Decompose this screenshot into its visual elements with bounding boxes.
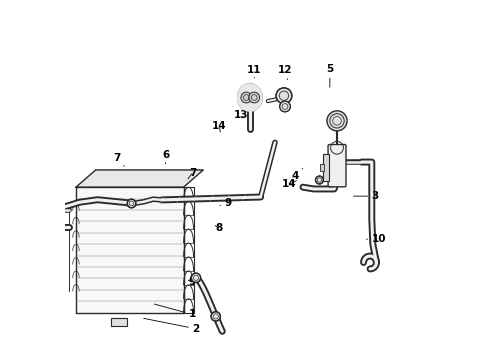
Text: 7: 7	[113, 153, 124, 166]
Circle shape	[324, 159, 327, 163]
Circle shape	[241, 92, 251, 103]
Text: 1: 1	[154, 304, 196, 319]
Text: 6: 6	[162, 150, 169, 164]
Text: 9: 9	[188, 277, 196, 287]
Text: 7: 7	[187, 168, 196, 179]
Circle shape	[127, 199, 136, 208]
Circle shape	[279, 101, 290, 112]
Text: 5: 5	[325, 64, 333, 87]
Circle shape	[115, 320, 119, 324]
Polygon shape	[237, 84, 262, 111]
Text: 2: 2	[143, 318, 199, 334]
FancyBboxPatch shape	[327, 144, 346, 187]
Polygon shape	[76, 170, 203, 187]
FancyBboxPatch shape	[323, 154, 329, 181]
Circle shape	[211, 312, 220, 321]
Circle shape	[248, 92, 259, 103]
Circle shape	[276, 88, 291, 104]
Text: 4: 4	[290, 168, 302, 181]
Text: 13: 13	[233, 111, 247, 121]
Text: 10: 10	[366, 234, 386, 244]
Circle shape	[315, 176, 323, 184]
Circle shape	[324, 172, 327, 176]
Circle shape	[47, 223, 57, 232]
Text: 3: 3	[353, 191, 378, 201]
Text: 14: 14	[212, 121, 226, 132]
Text: 12: 12	[278, 64, 292, 80]
FancyBboxPatch shape	[111, 318, 126, 326]
Text: 9: 9	[220, 198, 231, 208]
Text: 14: 14	[282, 179, 296, 189]
Text: 8: 8	[215, 224, 223, 233]
Circle shape	[191, 273, 200, 283]
Circle shape	[326, 111, 346, 131]
Polygon shape	[76, 187, 183, 313]
Circle shape	[57, 206, 64, 214]
Text: 11: 11	[247, 64, 261, 78]
FancyBboxPatch shape	[320, 164, 323, 171]
